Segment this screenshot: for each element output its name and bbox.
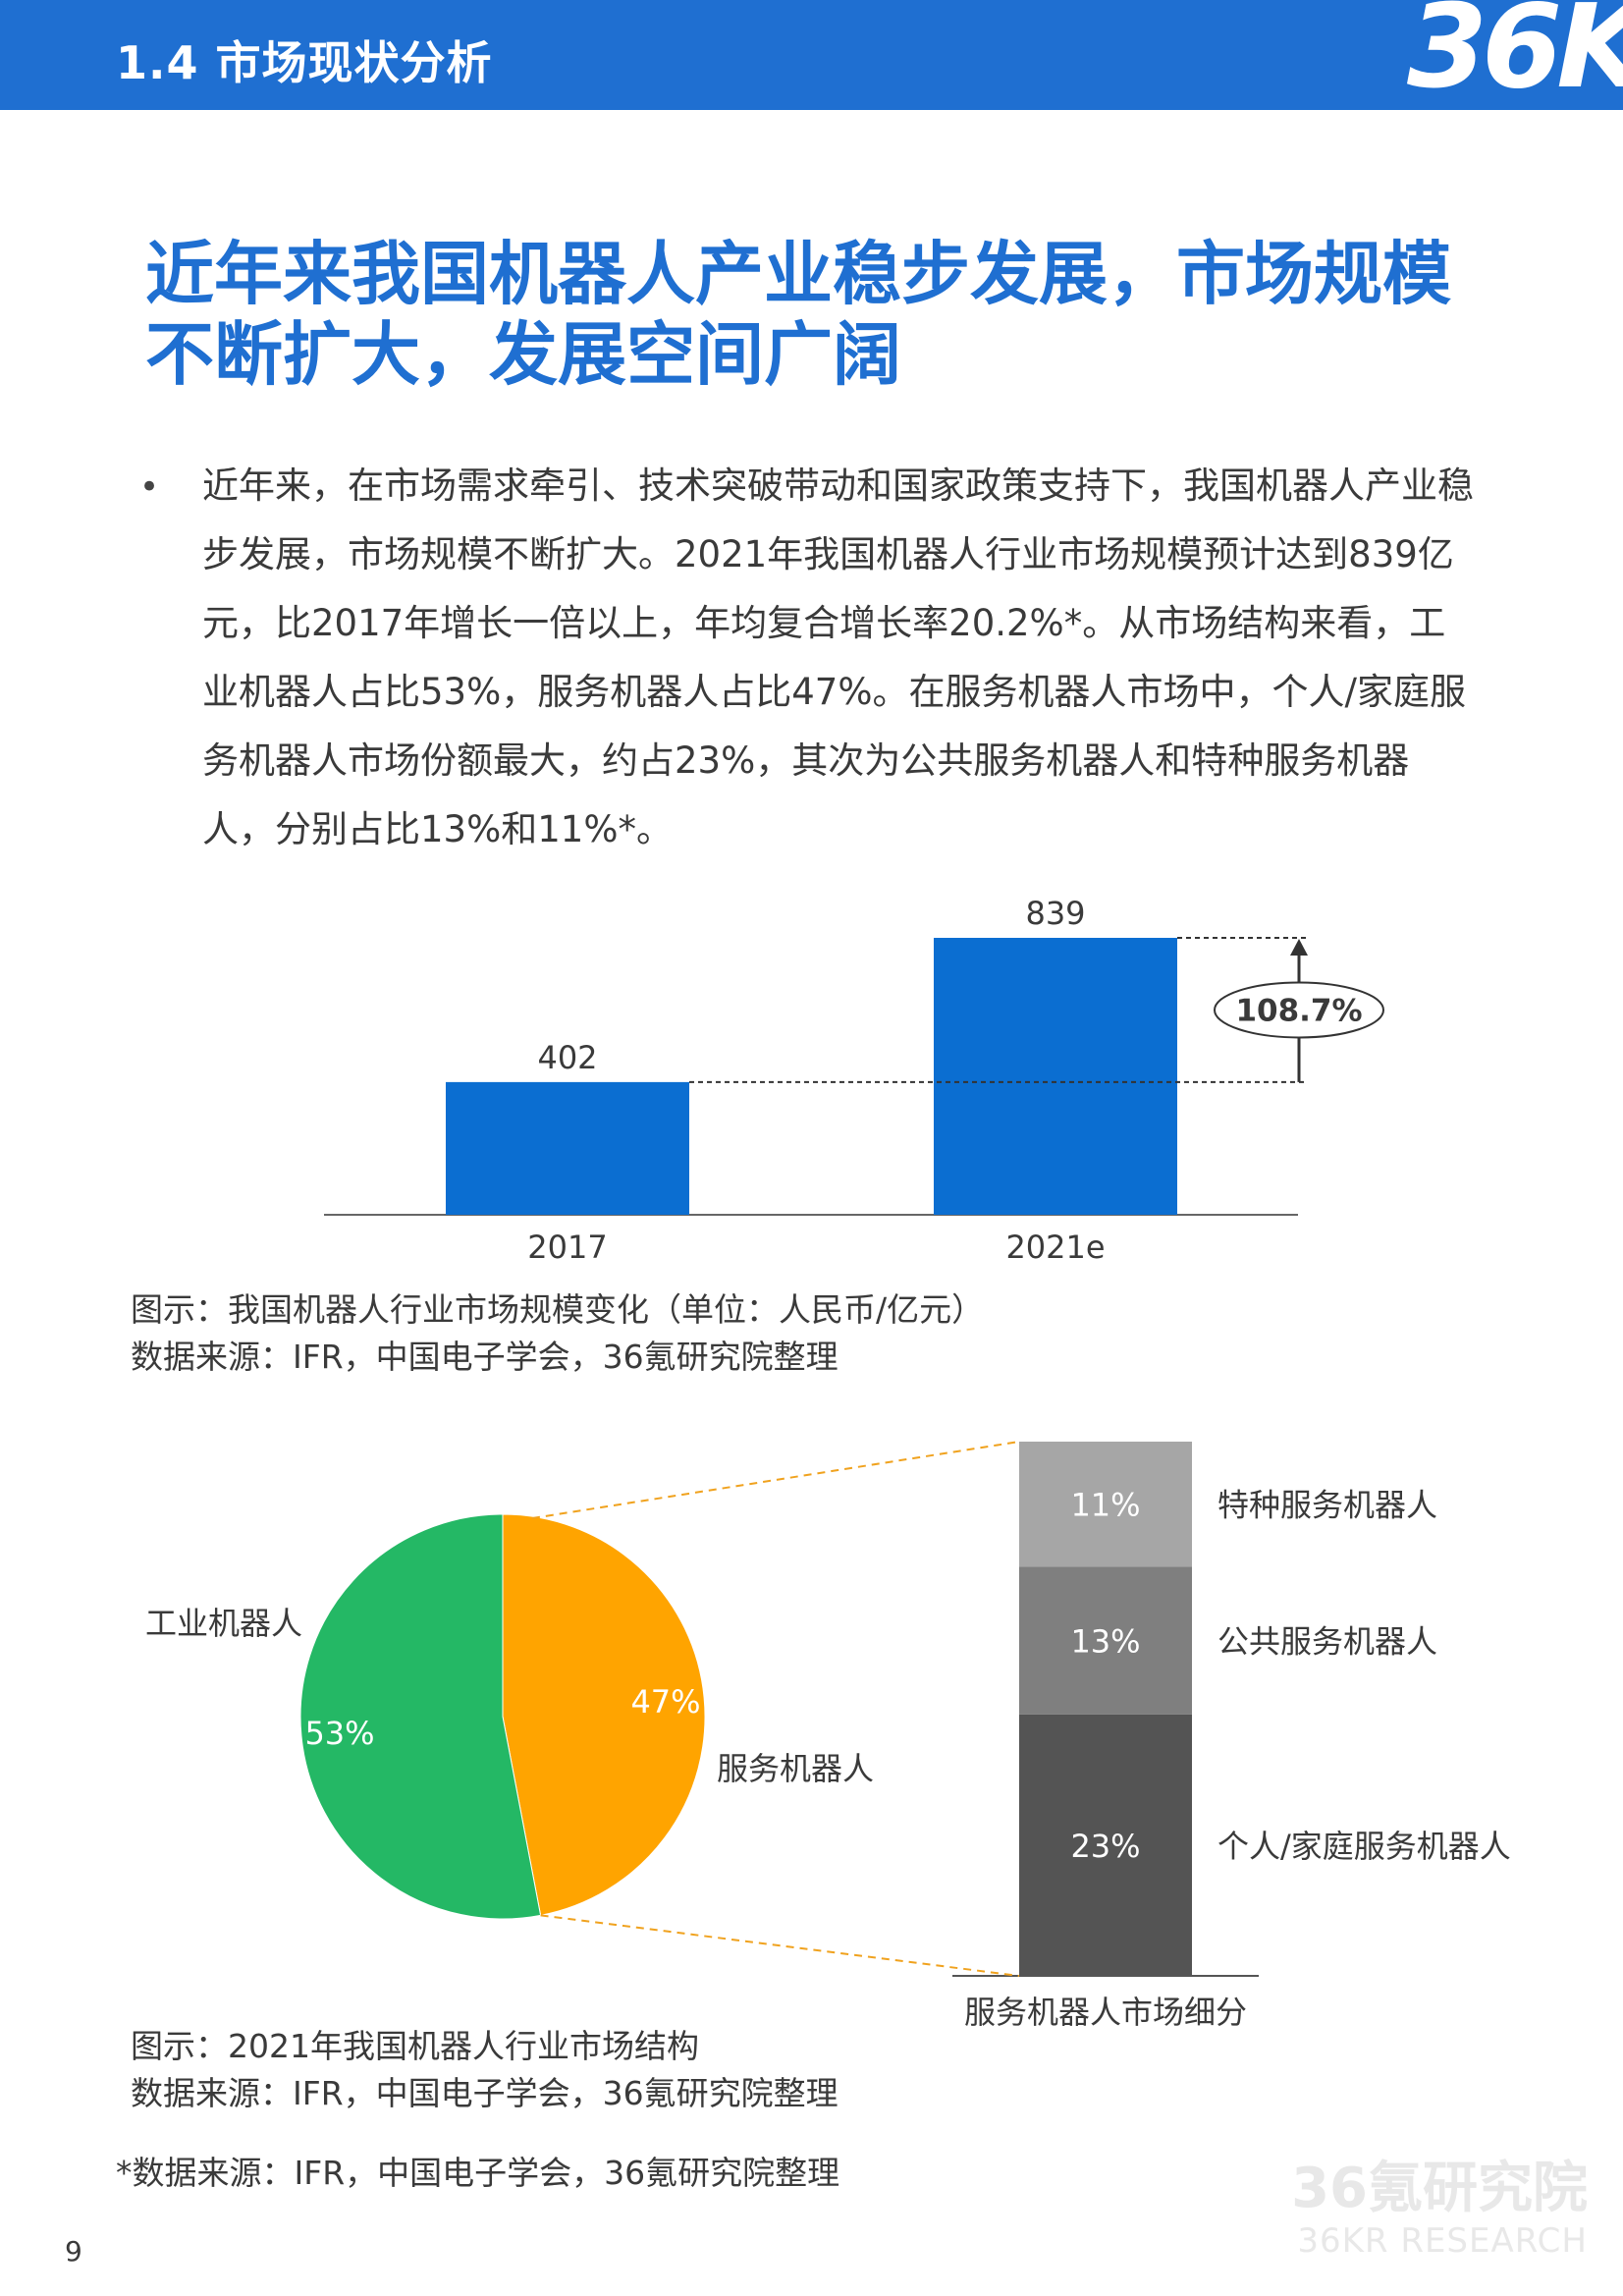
bar-2021e [934, 938, 1177, 1215]
market-size-bar-chart: 402 2017 839 2021e 108.7% [324, 895, 1384, 1266]
pie-chart-caption: 图示：2021年我国机器人行业市场结构 [131, 2027, 699, 2065]
breakdown-category-label: 特种服务机器人 [1217, 1487, 1437, 1524]
watermark-line1: 36氪研究院 [1291, 2157, 1588, 2220]
bar-chart-source: 数据来源：IFR，中国电子学会，36氪研究院整理 [131, 1338, 839, 1376]
watermark: 36氪研究院 36KR RESEARCH [1291, 2157, 1588, 2261]
breakdown-value-label: 13% [1070, 1623, 1140, 1661]
breakdown-segment [1019, 1442, 1192, 1567]
pie-slice-label: 47% [630, 1683, 700, 1721]
breakdown-segment [1019, 1566, 1192, 1715]
36kr-logo: 36Kr [1397, 0, 1623, 110]
bar-value-label: 839 [1025, 895, 1085, 932]
body-paragraph: 近年来，在市场需求牵引、技术突破带动和国家政策支持下，我国机器人产业稳步发展，市… [202, 465, 1474, 850]
pie-category-label: 服务机器人 [717, 1750, 874, 1787]
logo-text: 36Kr [1407, 0, 1623, 110]
arrow-up-icon [1290, 939, 1308, 956]
bullet-icon: • [139, 467, 160, 507]
breakdown-value-label: 11% [1070, 1487, 1140, 1524]
connector-line-bottom [540, 1914, 1020, 1977]
breakdown-title: 服务机器人市场细分 [964, 1994, 1247, 2031]
watermark-line2: 36KR RESEARCH [1297, 2221, 1588, 2261]
bar-2017 [446, 1081, 689, 1215]
pie-slice-label: 53% [304, 1715, 374, 1752]
footnote: *数据来源：IFR，中国电子学会，36氪研究院整理 [116, 2154, 840, 2192]
pie-slice [502, 1513, 706, 1916]
header-bar: 1.4 市场现状分析 36Kr [0, 0, 1623, 110]
growth-label: 108.7% [1235, 993, 1362, 1028]
pie-category-label: 工业机器人 [145, 1605, 302, 1642]
breakdown-category-label: 公共服务机器人 [1217, 1623, 1437, 1661]
breakdown-value-label: 23% [1070, 1828, 1140, 1865]
connector-line-top [531, 1441, 1020, 1519]
pie-chart-source: 数据来源：IFR，中国电子学会，36氪研究院整理 [131, 2074, 839, 2112]
breakdown-category-label: 个人/家庭服务机器人 [1217, 1828, 1511, 1865]
page-number: 9 [65, 2235, 82, 2268]
section-title: 1.4 市场现状分析 [116, 36, 493, 89]
x-tick-label: 2017 [527, 1229, 607, 1266]
breakdown-segment [1019, 1714, 1192, 1976]
x-tick-label: 2021e [1005, 1229, 1105, 1266]
growth-badge [1214, 981, 1384, 1039]
bar-chart-caption: 图示：我国机器人行业市场规模变化（单位：人民币/亿元） [131, 1290, 985, 1329]
page-headline: 近年来我国机器人产业稳步发展，市场规模不断扩大，发展空间广阔 [145, 234, 1451, 395]
bar-value-label: 402 [537, 1039, 597, 1076]
pie-slice [299, 1513, 542, 1920]
